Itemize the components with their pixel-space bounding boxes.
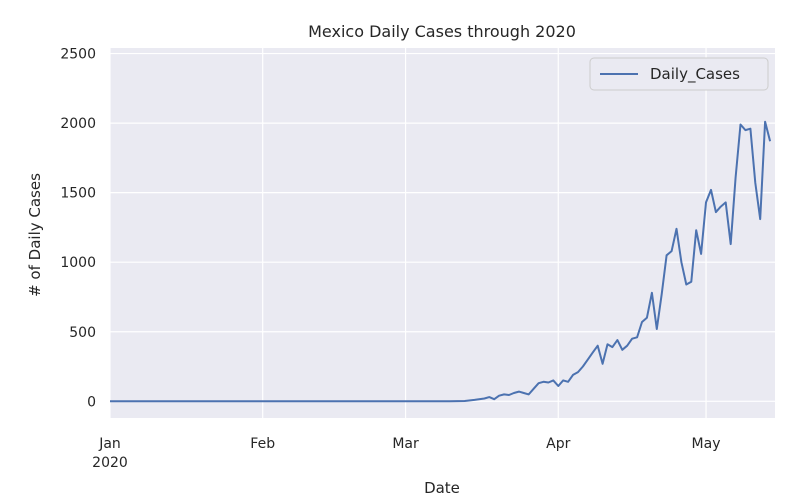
y-tick-label: 500 bbox=[69, 325, 96, 341]
legend: Daily_Cases bbox=[589, 57, 769, 91]
x-tick-label: Jan bbox=[98, 436, 121, 452]
x-tick-labels: Jan 2020 Feb Mar Apr May bbox=[92, 436, 720, 471]
y-tick-label: 2500 bbox=[60, 47, 96, 63]
x-tick-label: May bbox=[692, 436, 721, 452]
chart-title: Mexico Daily Cases through 2020 bbox=[308, 22, 576, 41]
x-tick-label: Apr bbox=[546, 436, 570, 452]
x-tick-label: Feb bbox=[250, 436, 275, 452]
legend-box bbox=[589, 57, 769, 91]
y-tick-label: 1000 bbox=[60, 255, 96, 271]
y-tick-label: 2000 bbox=[60, 116, 96, 132]
y-tick-labels: 0 500 1000 1500 2000 2500 bbox=[60, 47, 96, 411]
y-tick-label: 1500 bbox=[60, 186, 96, 202]
series-layer bbox=[110, 120, 772, 403]
series-line-daily-cases bbox=[110, 120, 772, 403]
y-axis-label: # of Daily Cases bbox=[26, 173, 44, 297]
x-tick-label: Mar bbox=[392, 436, 419, 452]
x-tick-sublabel: 2020 bbox=[92, 455, 128, 471]
plot-area bbox=[110, 48, 775, 418]
legend-label: Daily_Cases bbox=[650, 65, 740, 84]
x-axis-label: Date bbox=[424, 479, 460, 497]
y-tick-label: 0 bbox=[87, 394, 96, 410]
grid bbox=[109, 48, 775, 418]
